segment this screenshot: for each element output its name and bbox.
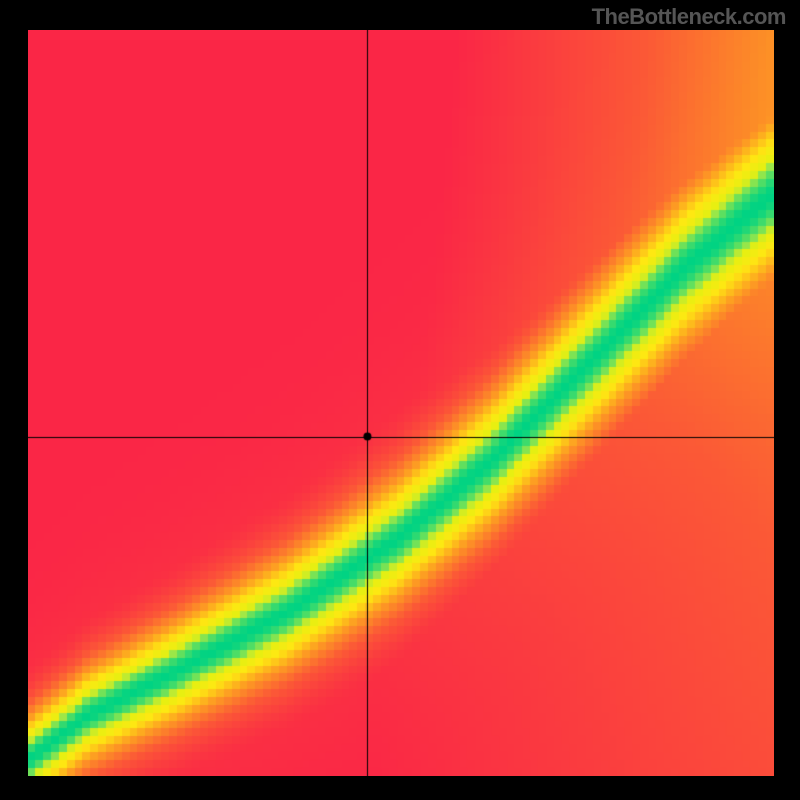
watermark-text: TheBottleneck.com — [592, 4, 786, 30]
bottleneck-heatmap — [28, 30, 774, 776]
